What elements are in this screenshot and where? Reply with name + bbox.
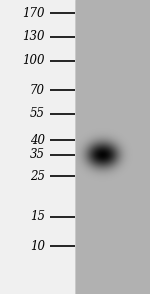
Text: 40: 40 (30, 134, 45, 147)
Text: 55: 55 (30, 107, 45, 120)
Text: 100: 100 (22, 54, 45, 67)
Text: 10: 10 (30, 240, 45, 253)
Bar (76, 0, 150, 294)
Text: 130: 130 (22, 30, 45, 43)
Text: 15: 15 (30, 210, 45, 223)
Text: 70: 70 (30, 84, 45, 97)
Text: 170: 170 (22, 7, 45, 20)
Text: 25: 25 (30, 170, 45, 183)
Text: 35: 35 (30, 148, 45, 161)
